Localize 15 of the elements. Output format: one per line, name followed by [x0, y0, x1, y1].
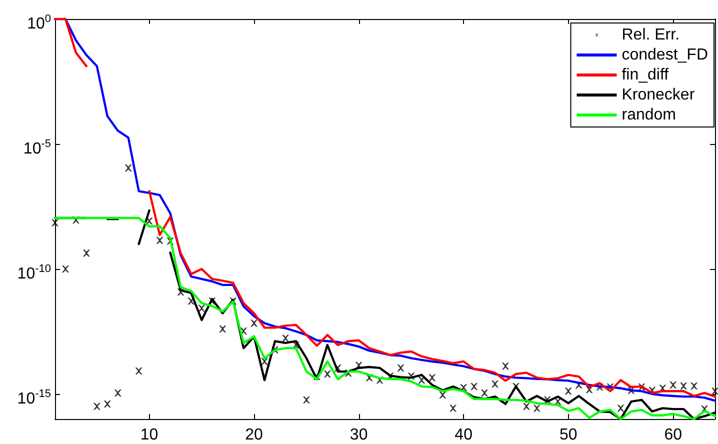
- legend-label: condest_FD: [622, 46, 708, 64]
- legend-label: random: [622, 106, 676, 124]
- y-tick-label: 10$^{0}$: [27, 12, 51, 34]
- legend-label: Rel. Err.: [622, 26, 680, 44]
- legend-label: fin_diff: [622, 66, 670, 84]
- x-tick-label: 50: [559, 426, 578, 444]
- y-tick-label: 10$^{-10}$: [17, 262, 51, 284]
- x-tick-label: 40: [454, 426, 473, 444]
- x-tick-label: 10: [140, 426, 158, 444]
- x-tick-label: 30: [350, 426, 368, 444]
- x-tick-label: 20: [245, 426, 264, 444]
- y-tick-label: 10$^{-15}$: [17, 387, 51, 410]
- x-tick-label: 60: [664, 426, 682, 444]
- legend-label: Kronecker: [622, 86, 696, 104]
- y-tick-label: 10$^{-5}$: [23, 137, 51, 160]
